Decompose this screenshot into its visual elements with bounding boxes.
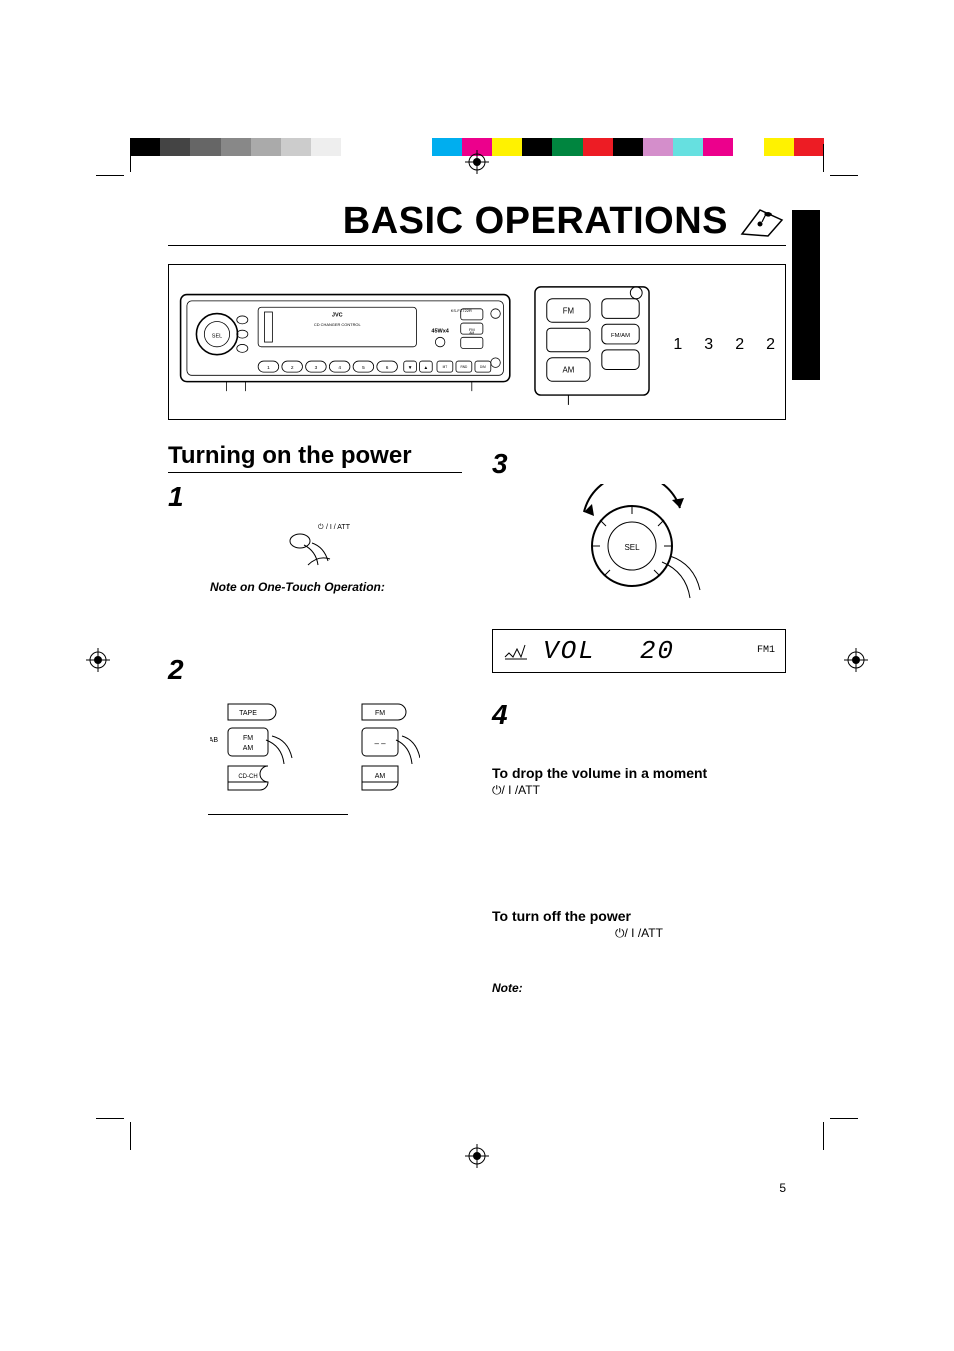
registration-mark-icon [86,648,110,672]
step-2-illustration: TAPE DAB FM AM CD-CH FM – – [168,692,462,802]
registration-mark-icon [465,150,489,174]
registration-mark-icon [844,648,868,672]
device-illustration: SEL JVC CD CHANGER CONTROL KS-FX722R 45W… [168,264,786,420]
svg-text:FM: FM [243,735,253,742]
swatch [583,138,613,156]
signal-icon [503,641,529,661]
swatch [190,138,220,156]
right-column: 3 SEL [492,442,786,995]
crop-mark [130,144,131,172]
swatch [613,138,643,156]
swatch [251,138,281,156]
drop-volume-heading: To drop the volume in a moment [492,765,786,781]
swatch [160,138,190,156]
svg-text:FM/AM: FM/AM [611,333,630,339]
svg-text:SEL: SEL [624,543,640,552]
swatch [552,138,582,156]
svg-text:MT: MT [443,366,448,370]
svg-text:FM: FM [563,306,574,315]
att-marker-2: ⏻/ I /ATT [492,926,786,941]
crop-mark [823,1122,824,1150]
lcd-value: 20 [640,636,675,666]
swatch [130,138,160,156]
section-heading: Turning on the power [168,442,462,473]
callout-3: 3 [704,336,713,354]
svg-text:⏻: ⏻ [318,523,324,531]
svg-text:▼: ▼ [408,366,413,371]
step-3-number: 3 [492,448,786,480]
swatch [733,138,763,156]
crop-mark [96,1118,124,1119]
device-detail-view: FM AM FM/AM [533,281,651,409]
swatch [764,138,794,156]
svg-text:JVC: JVC [332,313,343,319]
section-tab [792,210,820,380]
device-main-view: SEL JVC CD CHANGER CONTROL KS-FX722R 45W… [179,293,511,396]
att-marker-1: ⏻/ I /ATT [492,783,786,798]
crop-mark [823,144,824,172]
content-columns: Turning on the power 1 ⏻ / I / ATT Note … [168,442,786,995]
svg-text:AM: AM [563,365,575,374]
svg-text:AM: AM [469,332,474,336]
swatch [673,138,703,156]
callout-1: 1 [673,336,682,354]
callout-2a: 2 [735,336,744,354]
lcd-display: VOL 20 FM1 [492,629,786,673]
swatch [643,138,673,156]
svg-text:▲: ▲ [424,366,429,371]
crop-mark [830,175,858,176]
svg-text:6: 6 [386,365,389,371]
swatch [311,138,341,156]
title-row: BASIC OPERATIONS [168,200,786,246]
svg-text:DAB: DAB [210,737,218,744]
left-column: Turning on the power 1 ⏻ / I / ATT Note … [168,442,462,995]
svg-text:/ I / ATT: / I / ATT [326,524,351,531]
page-number: 5 [779,1181,786,1195]
crop-mark [130,1122,131,1150]
note-label: Note: [492,981,786,995]
step-1-illustration: ⏻ / I / ATT [168,519,462,574]
svg-text:CD-CH: CD-CH [238,774,257,780]
svg-text:RND: RND [460,366,468,370]
registration-mark-icon [465,1144,489,1168]
swatch [281,138,311,156]
svg-text:1: 1 [267,365,270,371]
turn-off-heading: To turn off the power [492,908,786,924]
svg-text:CD CHANGER CONTROL: CD CHANGER CONTROL [314,323,362,328]
swatch [221,138,251,156]
callout-2b: 2 [766,336,775,354]
svg-text:– –: – – [374,739,386,748]
page-content: BASIC OPERATIONS SEL [168,200,786,995]
swatch [522,138,552,156]
step-1-number: 1 [168,481,462,513]
svg-text:D/M: D/M [480,366,486,370]
crop-mark [96,175,124,176]
svg-text:AM: AM [375,773,386,780]
step-4-number: 4 [492,699,786,731]
lcd-mode: FM1 [757,645,775,656]
svg-text:AM: AM [243,745,254,752]
svg-text:3: 3 [315,365,318,371]
step-1-caption: Note on One-Touch Operation: [210,580,462,594]
footnote-rule [208,814,348,815]
swatch [341,138,371,156]
swatch [492,138,522,156]
lcd-label: VOL [543,636,596,666]
swatch [703,138,733,156]
svg-text:FM: FM [375,710,385,717]
page-title: BASIC OPERATIONS [343,200,728,243]
svg-text:4: 4 [338,365,341,371]
step-3-illustration: SEL [492,484,786,609]
swatch [432,138,462,156]
svg-text:2: 2 [291,365,294,371]
svg-text:45Wx4: 45Wx4 [431,329,449,335]
svg-text:5: 5 [362,365,365,371]
swatch [371,138,431,156]
crop-mark [830,1118,858,1119]
music-note-icon [740,204,786,240]
svg-text:SEL: SEL [212,334,222,340]
swatch [794,138,824,156]
step-2-number: 2 [168,654,462,686]
svg-text:TAPE: TAPE [239,710,257,717]
